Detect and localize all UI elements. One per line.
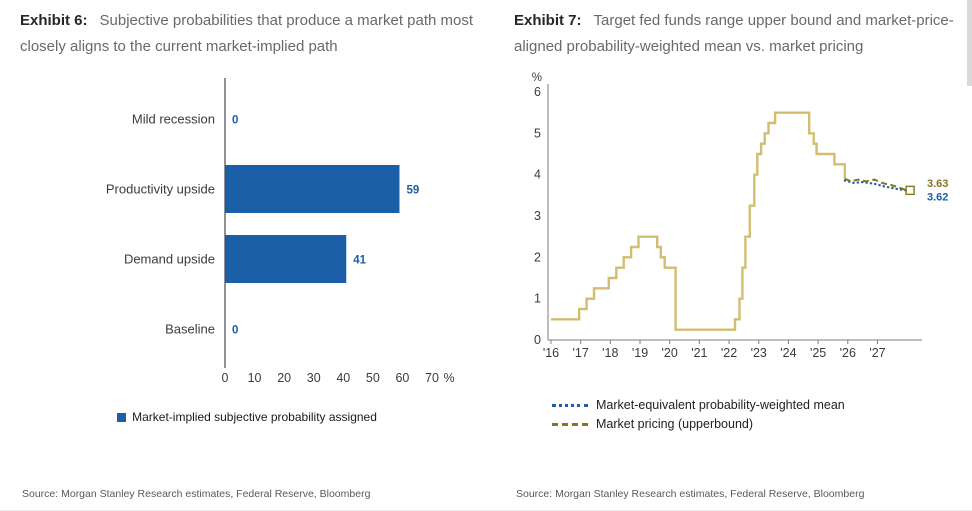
y-tick-label: 6 — [534, 85, 541, 99]
source-note-right: Source: Morgan Stanley Research estimate… — [516, 488, 865, 500]
x-tick-label: 0 — [222, 371, 229, 385]
x-tick-label: 70 — [425, 371, 439, 385]
bar-value-label: 0 — [232, 325, 238, 337]
bar — [225, 165, 400, 213]
x-tick-label: 60 — [395, 371, 409, 385]
x-tick-label: '27 — [869, 346, 885, 360]
x-tick-label: 20 — [277, 371, 291, 385]
exhibit-6-title: Exhibit 6: Subjective probabilities that … — [20, 8, 474, 60]
series-dashed — [844, 177, 907, 191]
x-tick-label: '26 — [840, 346, 856, 360]
exhibit-7-title-text: Target fed funds range upper bound and m… — [514, 12, 954, 55]
bar-chart-legend: Market-implied subjective probability as… — [20, 410, 474, 424]
legend-item-market-pricing: Market pricing (upperbound) — [552, 417, 968, 431]
bar-value-label: 0 — [232, 115, 238, 127]
x-tick-label: 50 — [366, 371, 380, 385]
bar-value-label: 41 — [353, 255, 366, 267]
bar-category-label: Baseline — [165, 322, 215, 337]
legend-item-weighted-mean: Market-equivalent probability-weighted m… — [552, 398, 968, 412]
bar-category-label: Mild recession — [132, 112, 215, 127]
x-tick-label: '16 — [543, 346, 559, 360]
y-tick-label: 1 — [534, 292, 541, 306]
dashed-line-icon — [552, 422, 588, 426]
x-tick-label: '17 — [573, 346, 589, 360]
legend-label-market-pricing: Market pricing (upperbound) — [596, 417, 754, 431]
x-tick-label: '20 — [662, 346, 678, 360]
bar-value-label: 59 — [406, 185, 419, 197]
y-tick-label: 0 — [534, 333, 541, 347]
x-tick-label: '24 — [780, 346, 796, 360]
line-chart-legend: Market-equivalent probability-weighted m… — [552, 398, 968, 431]
exhibit-6-title-text: Subjective probabilities that produce a … — [20, 12, 474, 55]
bar-legend-label: Market-implied subjective probability as… — [132, 410, 377, 424]
y-tick-label: 5 — [534, 126, 541, 140]
line-chart: % 0 1 2 3 4 5 6 '16 '17 '18 '19 '20 '21 '22 '23 '24 '25 '2… — [532, 72, 949, 360]
x-tick-label: '21 — [691, 346, 707, 360]
legend-square-icon — [117, 412, 127, 422]
x-tick-label: 30 — [307, 371, 321, 385]
x-tick-label: 10 — [248, 371, 262, 385]
dotted-line-icon — [552, 403, 588, 407]
x-tick-label: '18 — [602, 346, 618, 360]
page-edge-scrollbar-artifact — [967, 0, 972, 86]
source-note-left: Source: Morgan Stanley Research estimate… — [22, 488, 371, 500]
exhibit-6-label: Exhibit 6: — [20, 12, 88, 29]
end-marker — [905, 185, 915, 196]
exhibit-7-label: Exhibit 7: — [514, 12, 582, 29]
bar-category-label: Demand upside — [124, 252, 215, 267]
exhibit-6-panel: Exhibit 6: Subjective probabilities that … — [20, 8, 474, 504]
x-tick-label: 40 — [336, 371, 350, 385]
y-tick-label: 4 — [534, 168, 541, 182]
bar — [225, 235, 347, 283]
exhibit-7-title: Exhibit 7: Target fed funds range upper b… — [514, 8, 968, 60]
legend-label-weighted-mean: Market-equivalent probability-weighted m… — [596, 398, 845, 412]
exhibit-7-panel: Exhibit 7: Target fed funds range upper b… — [514, 8, 968, 504]
end-value-label: 3.62 — [927, 191, 948, 203]
x-axis-unit-label: % — [443, 371, 454, 385]
x-tick-label: '19 — [632, 346, 648, 360]
series-solid — [551, 111, 846, 331]
end-value-label: 3.63 — [927, 178, 948, 190]
y-tick-label: 3 — [534, 209, 541, 223]
x-tick-label: '23 — [751, 346, 767, 360]
bar-category-label: Productivity upside — [106, 182, 215, 197]
x-tick-label: '25 — [810, 346, 826, 360]
series-dotted — [843, 179, 907, 192]
x-tick-label: '22 — [721, 346, 737, 360]
y-axis-unit-label: % — [532, 72, 542, 84]
y-tick-label: 2 — [534, 250, 541, 264]
bar-chart: Mild recession 0 Productivity upside 59 Dema… — [106, 78, 455, 385]
